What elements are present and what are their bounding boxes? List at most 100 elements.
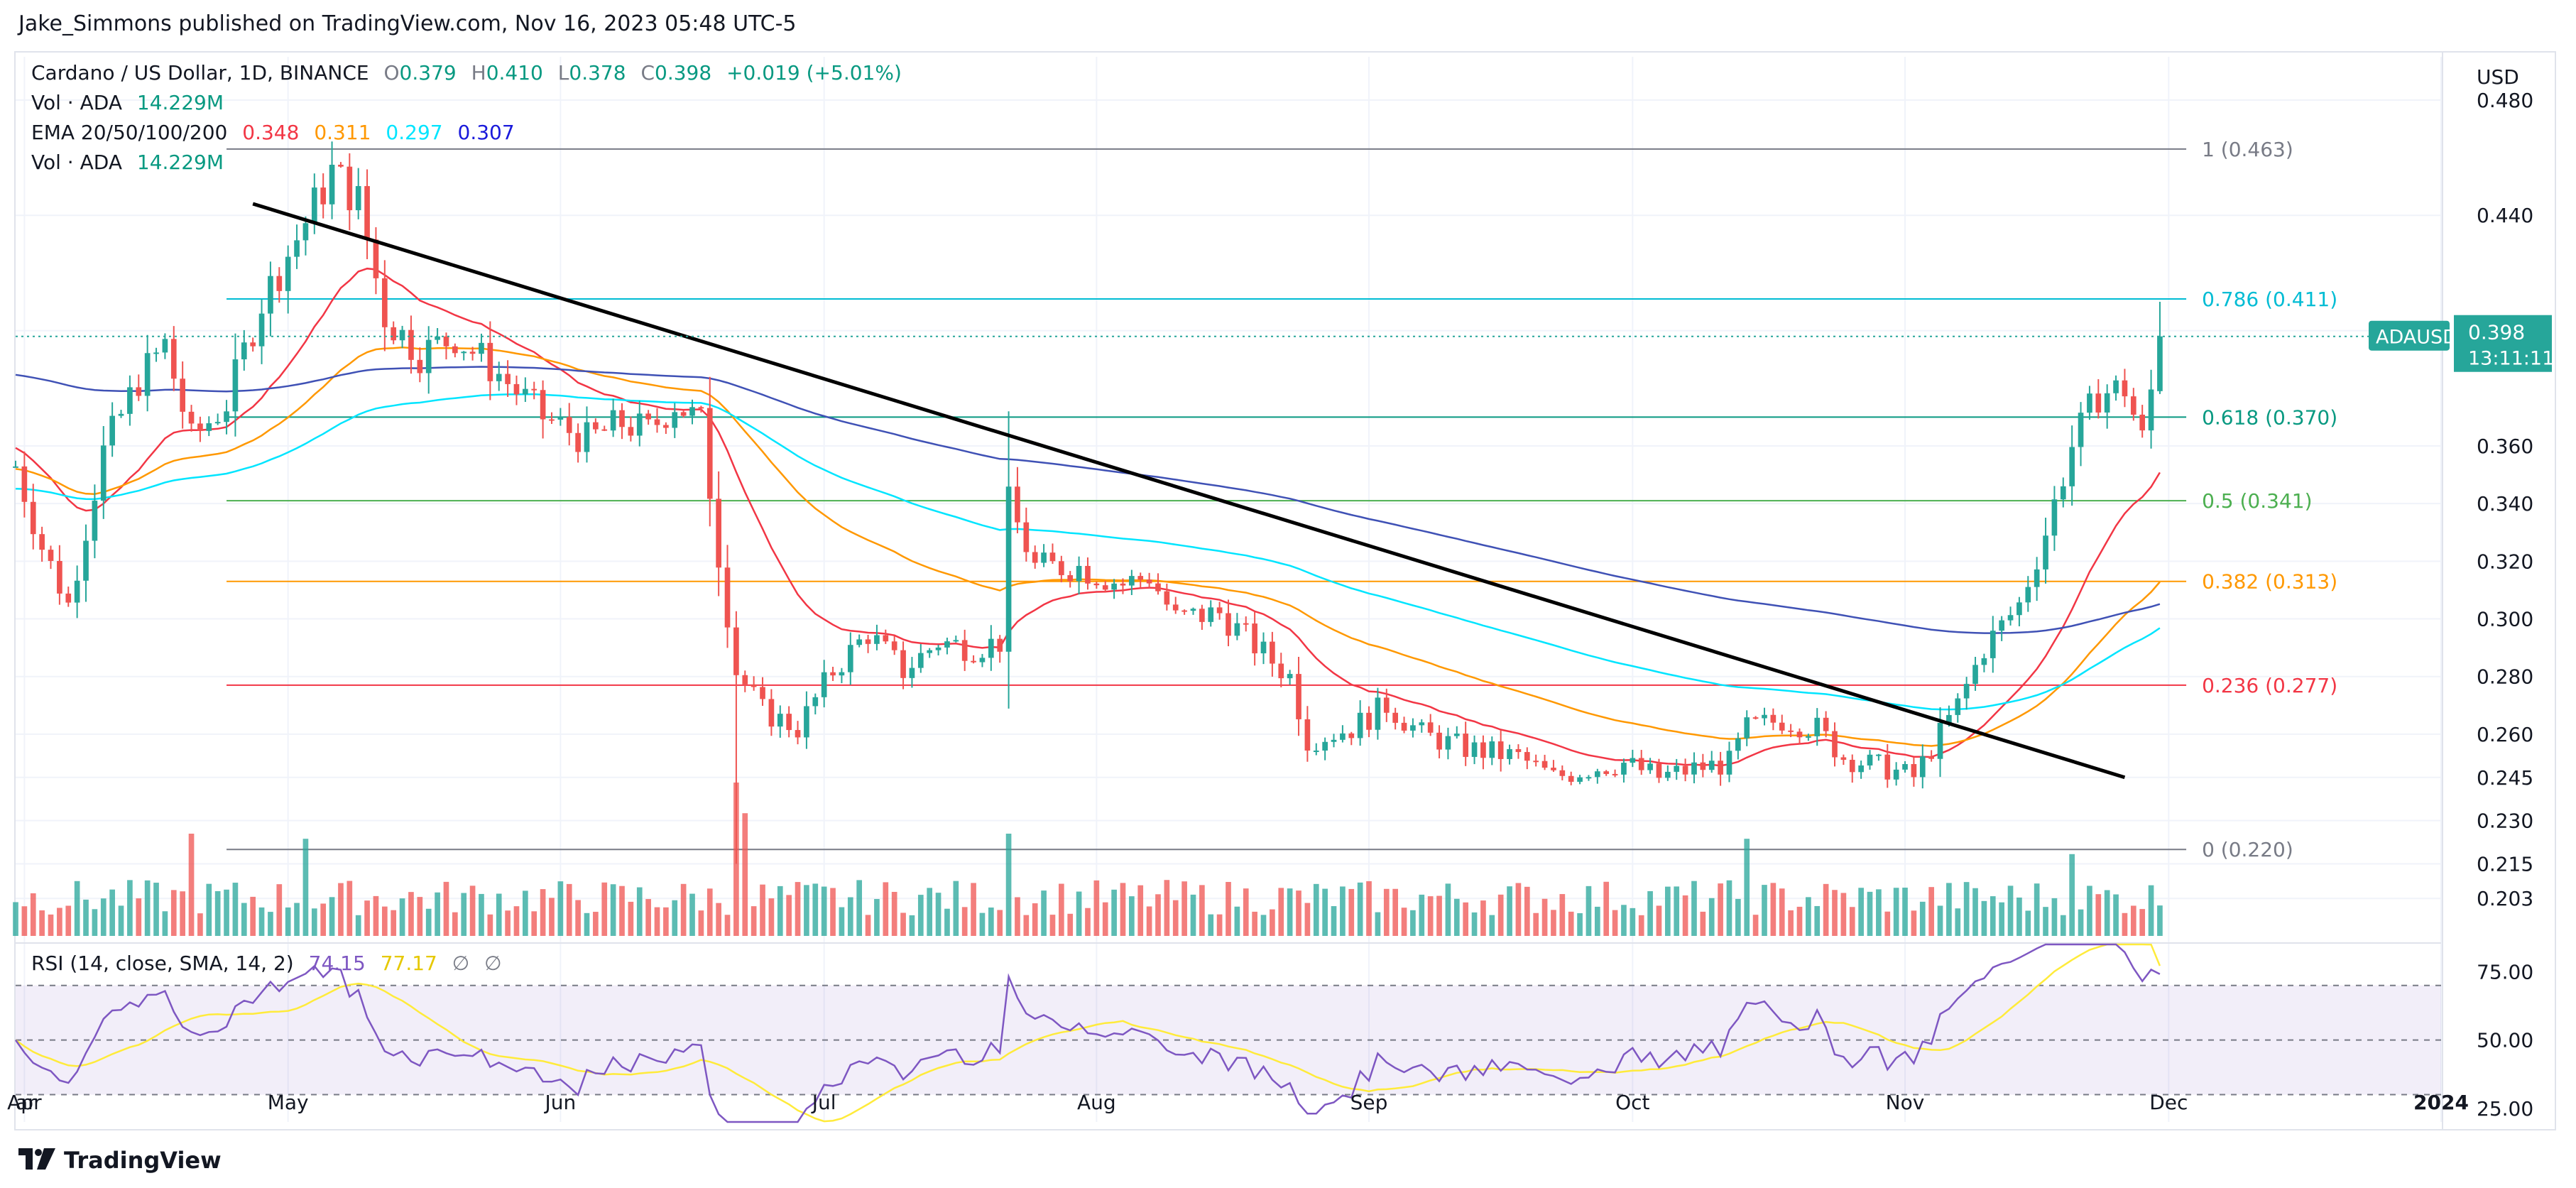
volume-label[interactable]: Vol · ADA: [31, 91, 122, 114]
candle-body: [1788, 730, 1794, 732]
candle-body: [2069, 447, 2075, 486]
rsi-label[interactable]: RSI (14, close, SMA, 14, 2): [31, 952, 294, 975]
candle-body: [601, 429, 608, 431]
symbol-tag[interactable]: [2369, 320, 2450, 351]
volume-bar: [663, 907, 669, 936]
candle-body: [944, 641, 950, 648]
candle-body: [2157, 336, 2163, 391]
volume-bar: [461, 893, 467, 936]
volume-bar: [935, 893, 942, 936]
fib-label-0.382: 0.382 (0.313): [2202, 570, 2337, 594]
volume-bar: [1674, 886, 1680, 936]
candle-body: [1603, 771, 1610, 774]
volume-bar: [425, 908, 432, 936]
volume-bar: [2051, 898, 2058, 936]
ema-label[interactable]: EMA 20/50/100/200: [31, 121, 228, 144]
volume-bar: [1708, 898, 1715, 936]
high-number: 0.410: [486, 61, 543, 85]
candle-body: [2122, 380, 2128, 397]
candle-body: [1392, 712, 1398, 723]
volume-bar: [417, 897, 423, 936]
volume-bar: [206, 883, 212, 936]
volume-bar: [408, 892, 414, 936]
candle-body: [1638, 758, 1644, 770]
volume-bar: [2130, 905, 2136, 936]
volume-bar: [1902, 888, 1908, 936]
volume-bar: [2069, 854, 2075, 936]
volume-bar: [1963, 882, 1970, 936]
volume-bar: [1471, 912, 1478, 936]
candle-body: [1471, 742, 1478, 757]
volume-bar: [443, 881, 449, 936]
currency-label[interactable]: USD: [2477, 65, 2519, 89]
candle-body: [1181, 610, 1187, 612]
candle-body: [30, 501, 36, 535]
rsi-na-1: ∅: [452, 952, 470, 975]
candle-body: [1278, 663, 1284, 679]
volume-bar: [1999, 902, 2004, 936]
candle-body: [1270, 641, 1275, 664]
candle-body: [1876, 754, 1882, 756]
close-value: C0.398: [640, 61, 711, 85]
candle-body: [1093, 583, 1100, 586]
candle-body: [1340, 733, 1346, 740]
candle-body: [628, 427, 634, 436]
time-label: Sep: [1350, 1091, 1388, 1114]
downtrend-line[interactable]: [252, 202, 2126, 780]
volume-bar: [1832, 890, 1838, 936]
candle-body: [584, 422, 590, 452]
footer-branding[interactable]: TradingView: [18, 1145, 222, 1176]
volume-bar: [1515, 883, 1522, 936]
fibonacci-retracement[interactable]: 1 (0.463) 0.786 (0.411) 0.618 (0.370) 0.5 (…: [227, 138, 2337, 861]
rsi-na-2: ∅: [484, 952, 502, 975]
volume-bar: [1955, 908, 1961, 936]
volume-bar: [214, 890, 221, 936]
candle-body: [258, 313, 265, 347]
volume-bar: [1612, 910, 1618, 936]
candle-body: [1032, 552, 1038, 563]
candle-body: [557, 417, 564, 420]
legend-volume-row-2: Vol · ADA 14.229M: [31, 151, 232, 174]
candle-body: [1445, 736, 1451, 750]
volume-bar: [1172, 900, 1179, 936]
volume-bar: [891, 891, 897, 936]
candle-body: [523, 388, 528, 395]
volume-bar: [2095, 894, 2102, 936]
volume-bar: [1076, 891, 1082, 936]
volume-bar: [706, 888, 713, 936]
candle-body: [425, 339, 432, 374]
candle-body: [1541, 761, 1548, 768]
volume-bar: [302, 839, 309, 936]
candle-body: [733, 627, 739, 675]
candle-body: [821, 672, 827, 697]
volume-bar: [531, 911, 537, 936]
volume-bar: [1427, 896, 1434, 936]
candle-body: [1762, 714, 1767, 719]
candle-body: [2060, 486, 2066, 500]
volume-bar: [549, 898, 555, 936]
ema20-value: 0.348: [242, 121, 300, 144]
candle-body: [241, 342, 247, 360]
candle-body: [250, 342, 256, 347]
volume-bar: [1823, 883, 1829, 936]
volume-bar: [1497, 894, 1504, 936]
volume-bar: [883, 882, 889, 936]
volume-bar: [1208, 914, 1214, 936]
trendline-drawing[interactable]: [252, 202, 2126, 780]
volume-bar: [2157, 905, 2163, 936]
candle-body: [575, 432, 581, 452]
volume-bar: [786, 895, 792, 936]
open-label: O: [383, 61, 400, 85]
price-tick-label: 0.203: [2477, 887, 2533, 910]
volume-bar: [1735, 898, 1741, 936]
volume-bar: [1533, 912, 1539, 936]
volume-bar: [2087, 885, 2092, 936]
volume-bar: [1270, 909, 1275, 936]
symbol-name[interactable]: Cardano / US Dollar, 1D, BINANCE: [31, 61, 369, 85]
volume-bar: [224, 889, 229, 936]
price-tick-label: 0.320: [2477, 550, 2533, 573]
volume-label-2[interactable]: Vol · ADA: [31, 151, 122, 174]
